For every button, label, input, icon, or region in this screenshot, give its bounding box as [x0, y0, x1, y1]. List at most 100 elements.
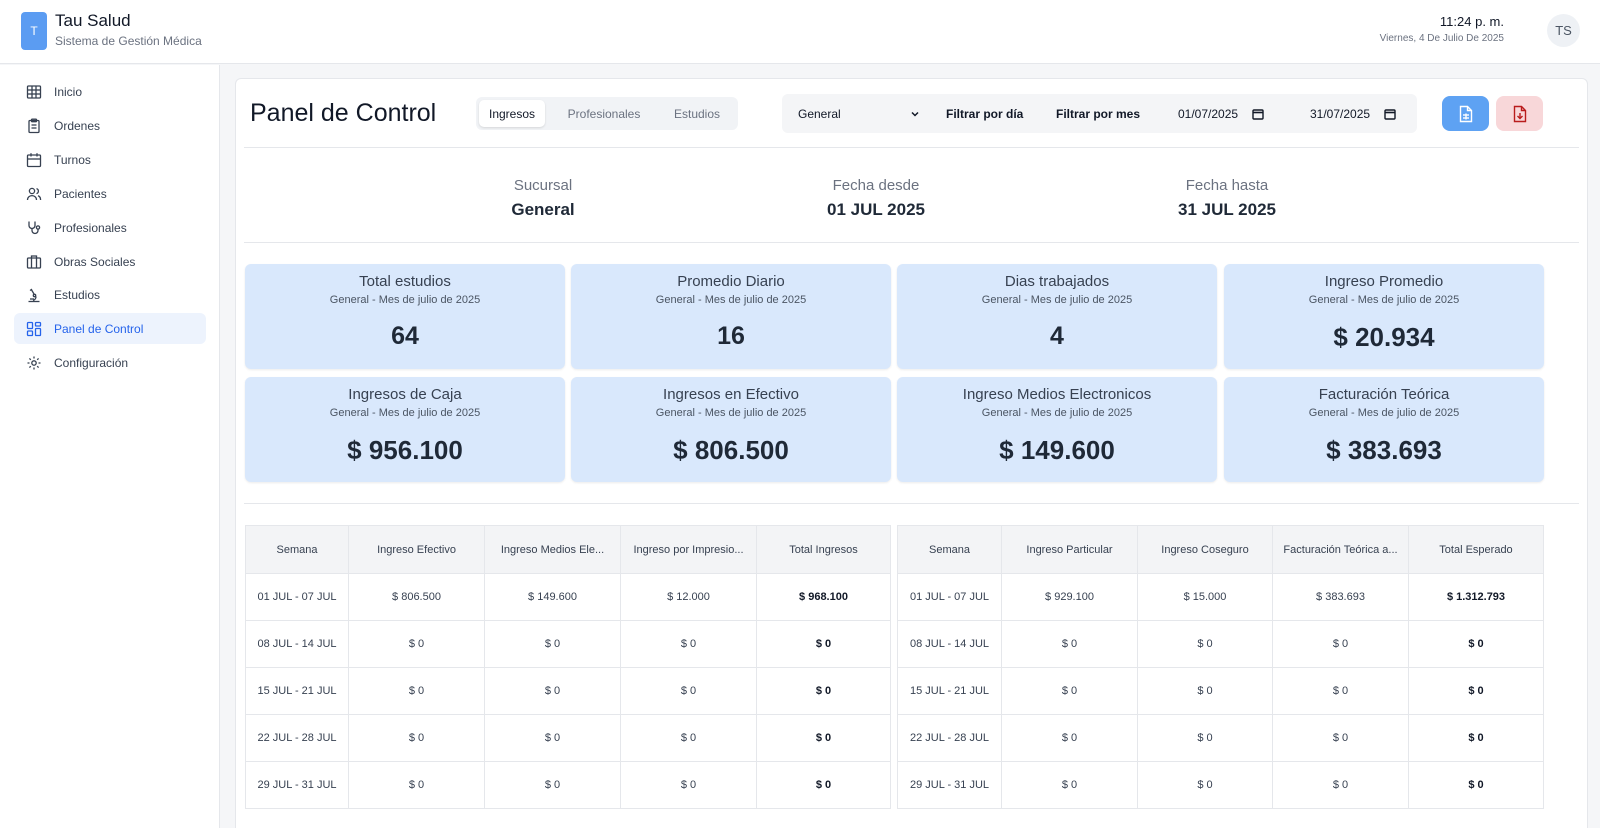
summary-branch: Sucursal General [413, 177, 673, 220]
summary-branch-value: General [511, 200, 575, 219]
grid-icon [26, 84, 42, 99]
stat-value: 64 [391, 322, 419, 350]
weekly-income-table: Semana Ingreso Efectivo Ingreso Medios E… [245, 525, 891, 809]
sidebar-item-pacientes[interactable]: Pacientes [14, 178, 206, 209]
total-cell: $ 0 [1408, 714, 1544, 762]
stat-value: $ 383.693 [1326, 435, 1442, 465]
table-cell: $ 0 [620, 667, 757, 715]
table-cell: $ 929.100 [1001, 573, 1138, 621]
column-header[interactable]: Total Esperado [1408, 525, 1544, 574]
summary-to-value: 31 JUL 2025 [1178, 200, 1276, 219]
table-cell: $ 0 [348, 714, 485, 762]
stat-title: Ingresos de Caja [348, 386, 462, 403]
table-cell: $ 12.000 [620, 573, 757, 621]
sidebar-item-label: Profesionales [54, 220, 127, 235]
stat-value: 16 [717, 322, 745, 350]
calendar-icon [26, 152, 42, 167]
summary-branch-label: Sucursal [513, 177, 573, 194]
week-cell: 08 JUL - 14 JUL [897, 620, 1002, 668]
table-cell: $ 0 [1137, 714, 1273, 762]
sidebar-item-turnos[interactable]: Turnos [14, 144, 206, 175]
table-row: 29 JUL - 31 JUL $ 0 $ 0 $ 0 $ 0 [897, 761, 1544, 809]
stat-title: Ingresos en Efectivo [663, 386, 799, 403]
filter-by-day-button[interactable]: Filtrar por día [946, 106, 1024, 121]
summary-to-label: Fecha hasta [1185, 177, 1269, 194]
filter-by-month-button[interactable]: Filtrar por mes [1056, 106, 1141, 121]
sidebar-item-inicio[interactable]: Inicio [14, 76, 206, 107]
sidebar-item-panel-de-control[interactable]: Panel de Control [14, 313, 206, 344]
stat-card-facturacion-teorica: Facturación Teórica General - Mes de jul… [1224, 377, 1544, 482]
column-header[interactable]: Ingreso por Impresio... [620, 525, 757, 574]
stat-card-ingreso-promedio: Ingreso Promedio General - Mes de julio … [1224, 264, 1544, 369]
tab-ingresos[interactable]: Ingresos [479, 100, 545, 127]
date-from-value: 01/07/2025 [1178, 106, 1239, 121]
stat-value: $ 20.934 [1333, 322, 1435, 352]
tab-group: Ingresos Profesionales Estudios [476, 97, 738, 130]
summary-from-label: Fecha desde [832, 177, 920, 194]
summary-date-from: Fecha desde 01 JUL 2025 [746, 177, 1006, 220]
week-cell: 29 JUL - 31 JUL [897, 761, 1002, 809]
user-avatar[interactable]: TS [1547, 14, 1580, 47]
export-excel-button[interactable] [1442, 96, 1489, 131]
sidebar-item-configuracion[interactable]: Configuración [14, 347, 206, 378]
tab-estudios[interactable]: Estudios [673, 106, 721, 121]
chevron-down-icon [911, 111, 919, 117]
summary-from-value: 01 JUL 2025 [827, 200, 925, 219]
column-header[interactable]: Semana [897, 525, 1002, 574]
table-cell: $ 0 [1001, 714, 1138, 762]
weekly-expected-table: Semana Ingreso Particular Ingreso Cosegu… [897, 525, 1544, 809]
date-to-value: 31/07/2025 [1310, 106, 1371, 121]
sidebar-item-obras-sociales[interactable]: Obras Sociales [14, 246, 206, 277]
week-cell: 01 JUL - 07 JUL [245, 573, 349, 621]
sidebar-item-label: Pacientes [54, 186, 107, 201]
top-bar: T Tau Salud Sistema de Gestión Médica 11… [0, 0, 1600, 64]
filter-bar: General Filtrar por día Filtrar por mes … [782, 94, 1417, 133]
stat-subtitle: General - Mes de julio de 2025 [329, 294, 481, 306]
table-cell: $ 0 [484, 620, 621, 668]
tab-profesionales[interactable]: Profesionales [567, 106, 641, 121]
stat-card-total-estudios: Total estudios General - Mes de julio de… [245, 264, 565, 369]
table-row: 08 JUL - 14 JUL $ 0 $ 0 $ 0 $ 0 [897, 620, 1544, 668]
column-header[interactable]: Ingreso Medios Ele... [484, 525, 621, 574]
stat-value: $ 956.100 [347, 435, 463, 465]
stat-title: Facturación Teórica [1318, 386, 1450, 403]
date-to-input[interactable]: 31/07/2025 [1310, 94, 1396, 133]
date-from-input[interactable]: 01/07/2025 [1178, 94, 1264, 133]
microscope-icon [28, 288, 40, 302]
divider [244, 503, 1579, 504]
column-header[interactable]: Ingreso Particular [1001, 525, 1138, 574]
table-row: 01 JUL - 07 JUL $ 929.100 $ 15.000 $ 383… [897, 573, 1544, 621]
table-row: 01 JUL - 07 JUL $ 806.500 $ 149.600 $ 12… [245, 573, 891, 621]
table-cell: $ 0 [348, 667, 485, 715]
spreadsheet-icon [1459, 105, 1472, 122]
week-cell: 22 JUL - 28 JUL [897, 714, 1002, 762]
table-cell: $ 0 [1272, 761, 1409, 809]
sidebar-item-profesionales[interactable]: Profesionales [14, 212, 206, 243]
total-cell: $ 0 [1408, 667, 1544, 715]
gear-icon [27, 356, 41, 369]
table-row: 29 JUL - 31 JUL $ 0 $ 0 $ 0 $ 0 [245, 761, 891, 809]
total-cell: $ 1.312.793 [1408, 573, 1544, 621]
sidebar-item-label: Turnos [54, 152, 91, 167]
week-cell: 08 JUL - 14 JUL [245, 620, 349, 668]
column-header[interactable]: Total Ingresos [756, 525, 891, 574]
download-pdf-button[interactable] [1496, 96, 1543, 131]
stat-title: Dias trabajados [1004, 273, 1110, 290]
branch-select[interactable]: General [798, 94, 920, 133]
sidebar-item-label: Ordenes [54, 118, 101, 133]
clock-time: 11:24 p. m. [1439, 14, 1504, 29]
column-header[interactable]: Ingreso Coseguro [1137, 525, 1273, 574]
column-header[interactable]: Semana [245, 525, 349, 574]
dashboard-icon [26, 321, 42, 336]
stat-title: Ingreso Promedio [1324, 273, 1444, 290]
sidebar-item-estudios[interactable]: Estudios [14, 279, 206, 310]
stat-subtitle: General - Mes de julio de 2025 [981, 407, 1133, 419]
table-cell: $ 0 [620, 620, 757, 668]
sidebar-item-label: Estudios [54, 287, 101, 302]
total-cell: $ 0 [1408, 620, 1544, 668]
table-cell: $ 0 [1001, 620, 1138, 668]
sidebar-item-ordenes[interactable]: Ordenes [14, 110, 206, 141]
stat-subtitle: General - Mes de julio de 2025 [655, 294, 807, 306]
column-header[interactable]: Facturación Teórica a... [1272, 525, 1409, 574]
column-header[interactable]: Ingreso Efectivo [348, 525, 485, 574]
